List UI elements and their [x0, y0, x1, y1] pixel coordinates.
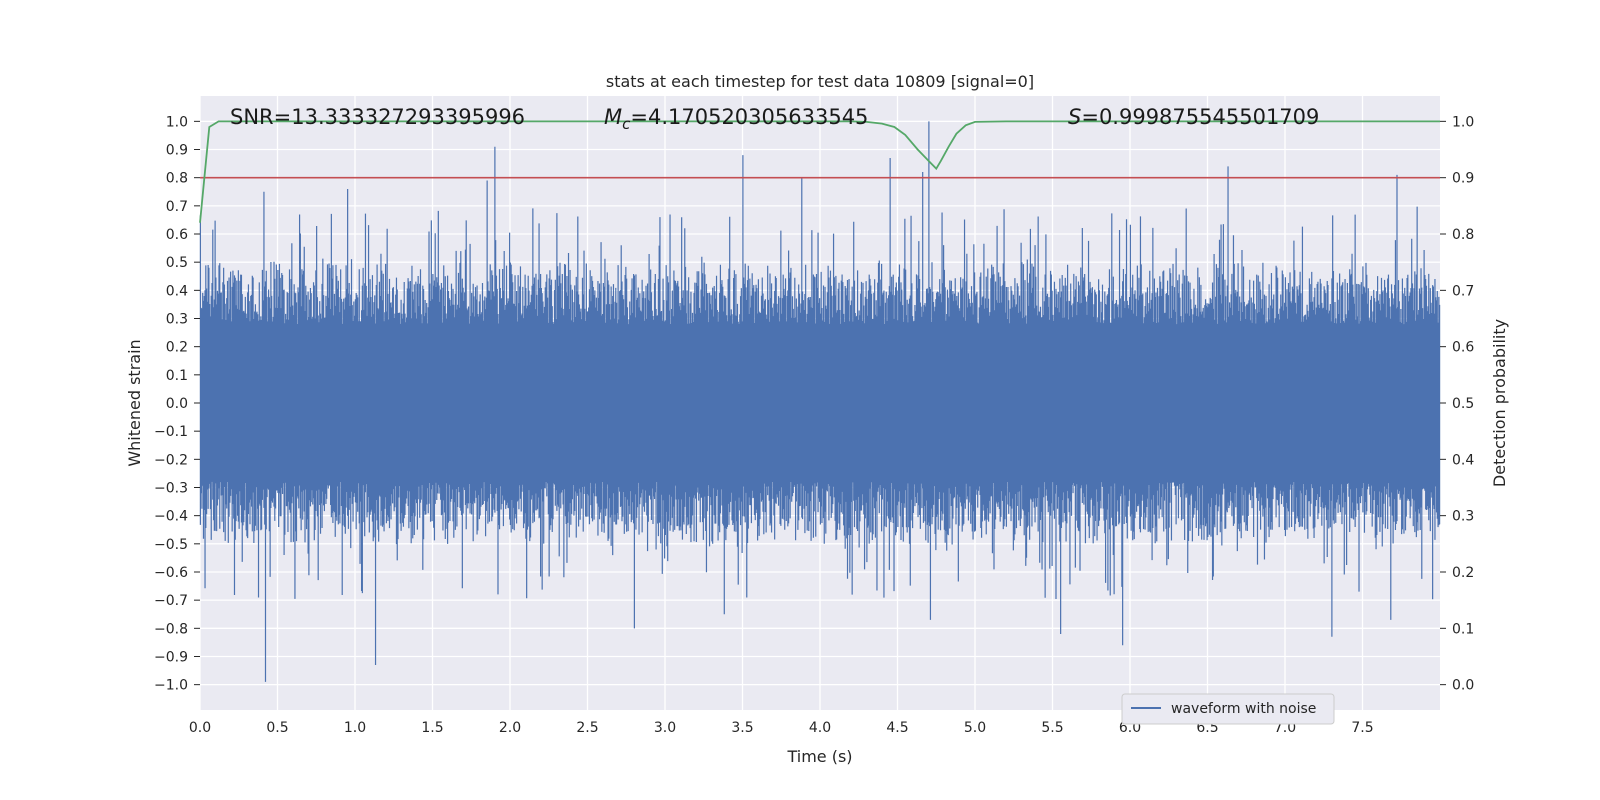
y2-tick-label-3: 0.3: [1452, 509, 1474, 525]
x-tick-label-5: 2.5: [576, 720, 598, 736]
axis-ticks: 0.0 0.5 1.0 1.5 2.0 2.5 3.0 3.5 4.0 4.5 5.0 5.5 6.0 6…: [154, 114, 1474, 736]
x-tick-label-11: 5.5: [1041, 720, 1063, 736]
x-tick-label-10: 5.0: [964, 720, 986, 736]
chirp-mass-annotation: Mc=4.170520305633545: [604, 105, 868, 133]
score-value: =0.999875545501709: [1081, 105, 1319, 129]
y2-axis-label: Detection probability: [1490, 319, 1509, 487]
y-tick-label-18: 0.8: [166, 171, 188, 187]
y2-tick-label-4: 0.4: [1452, 452, 1474, 468]
x-tick-label-9: 4.5: [886, 720, 908, 736]
y-tick-label-5: −0.5: [154, 537, 188, 553]
y2-tick-label-7: 0.7: [1452, 283, 1474, 299]
y-tick-label-3: −0.7: [154, 593, 188, 609]
y-axis-label: Whitened strain: [125, 339, 144, 466]
y-tick-label-19: 0.9: [166, 143, 188, 159]
y-tick-label-6: −0.4: [154, 509, 188, 525]
y-tick-label-0: −1.0: [154, 678, 188, 694]
y2-tick-label-6: 0.6: [1452, 340, 1474, 356]
y-tick-label-10: 0.0: [166, 396, 188, 412]
y-tick-label-20: 1.0: [166, 114, 188, 130]
x-tick-label-7: 3.5: [731, 720, 753, 736]
x-tick-label-4: 2.0: [499, 720, 521, 736]
y-tick-label-12: 0.2: [166, 340, 188, 356]
legend-label: waveform with noise: [1171, 701, 1316, 717]
score-symbol: S: [1068, 105, 1081, 129]
x-axis-label: Time (s): [786, 747, 852, 766]
y2-tick-label-1: 0.1: [1452, 621, 1474, 637]
y-tick-label-7: −0.3: [154, 480, 188, 496]
y-tick-label-8: −0.2: [154, 452, 188, 468]
y-tick-label-1: −0.9: [154, 649, 188, 665]
x-tick-label-6: 3.0: [654, 720, 676, 736]
chirp-mass-symbol: M: [604, 105, 622, 129]
y2-tick-label-0: 0.0: [1452, 678, 1474, 694]
y-tick-label-16: 0.6: [166, 227, 188, 243]
waveform-trace: [199, 121, 1441, 682]
snr-annotation: SNR=13.333327293395996: [230, 105, 525, 129]
y-tick-label-9: −0.1: [154, 424, 188, 440]
x-tick-label-0: 0.0: [189, 720, 211, 736]
chirp-mass-value: =4.170520305633545: [630, 105, 868, 129]
y2-tick-label-9: 0.9: [1452, 171, 1474, 187]
x-tick-label-8: 4.0: [809, 720, 831, 736]
chirp-mass-subscript: c: [622, 115, 631, 133]
y-tick-label-11: 0.1: [166, 368, 188, 384]
x-tick-label-2: 1.0: [344, 720, 366, 736]
y2-tick-label-5: 0.5: [1452, 396, 1474, 412]
y2-tick-label-8: 0.8: [1452, 227, 1474, 243]
y2-tick-label-2: 0.2: [1452, 565, 1474, 581]
waveform-series: [199, 121, 1441, 682]
y2-tick-label-10: 1.0: [1452, 114, 1474, 130]
chart-title: stats at each timestep for test data 108…: [606, 72, 1034, 91]
probability-line: [199, 120, 1440, 223]
x-tick-label-3: 1.5: [421, 720, 443, 736]
y-tick-label-15: 0.5: [166, 255, 188, 271]
legend-box: [1121, 693, 1335, 725]
y-tick-label-2: −0.8: [154, 621, 188, 637]
y-tick-label-17: 0.7: [166, 199, 188, 215]
y-tick-label-14: 0.4: [166, 283, 188, 299]
score-annotation: S=0.999875545501709: [1068, 105, 1319, 129]
legend: waveform with noise: [1121, 693, 1335, 725]
x-tick-label-15: 7.5: [1351, 720, 1373, 736]
x-tick-label-1: 0.5: [266, 720, 288, 736]
y-tick-label-4: −0.6: [154, 565, 188, 581]
y-tick-label-13: 0.3: [166, 312, 188, 328]
